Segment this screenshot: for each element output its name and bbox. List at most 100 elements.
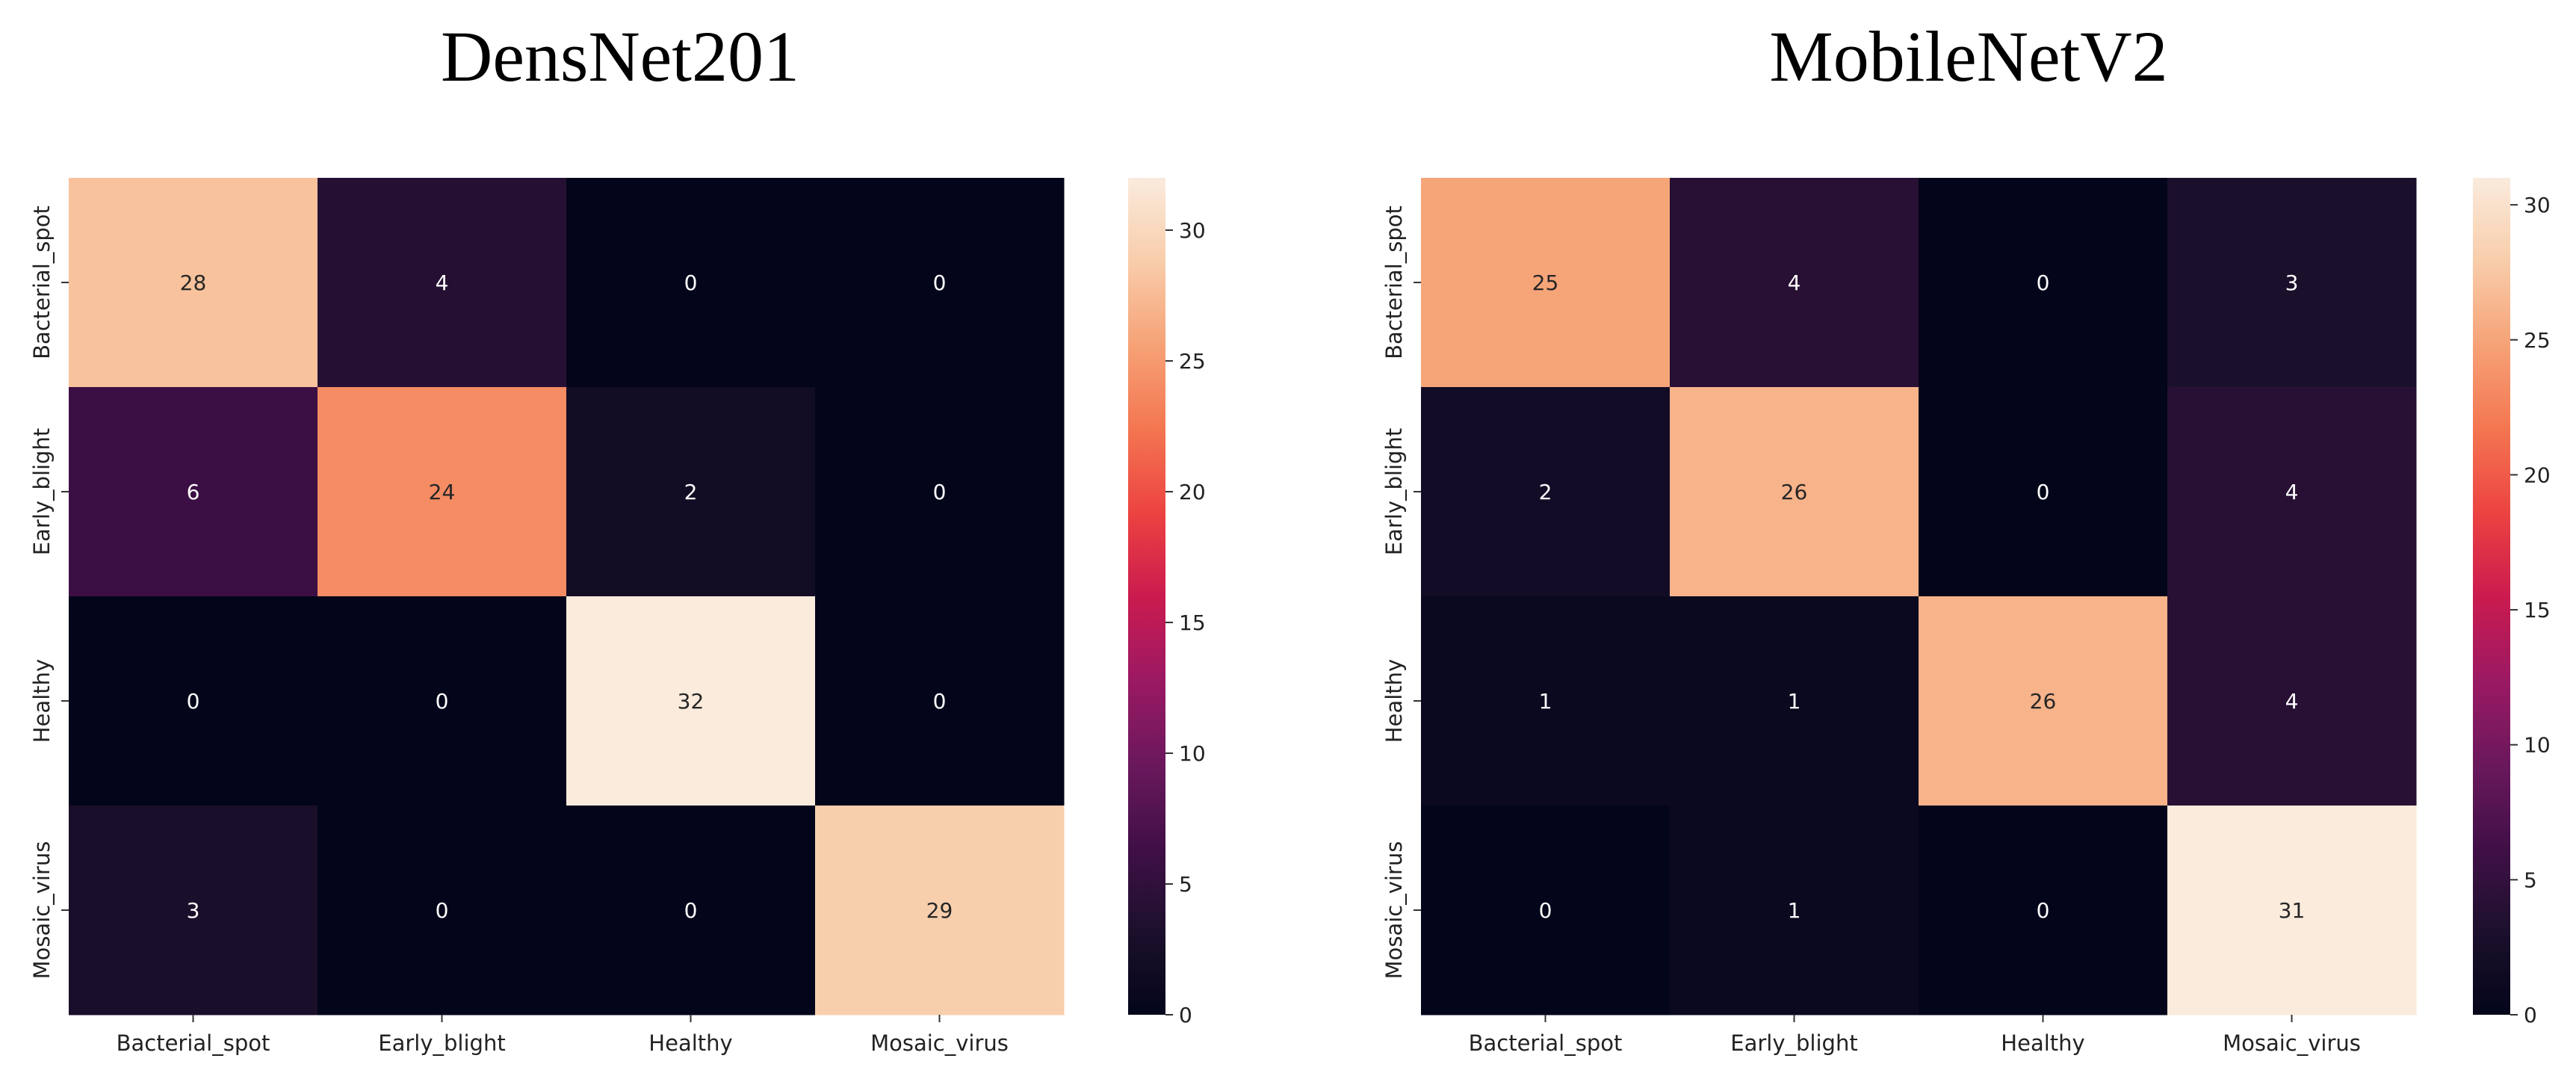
heatmap-cell (815, 596, 1065, 806)
heatmap-cell (566, 596, 816, 806)
colorbar-tick-label: 30 (1179, 218, 1206, 243)
x-tick-label: Early_blight (378, 1030, 505, 1056)
heatmap-cell (69, 178, 318, 388)
cell-value-label: 0 (933, 480, 947, 504)
colorbar-tick-label: 20 (1179, 480, 1206, 504)
x-tick-label: Bacterial_spot (1469, 1030, 1623, 1056)
heatmap-cell (2167, 387, 2417, 597)
heatmap-cell (1421, 596, 1671, 806)
heatmap-cell (1919, 596, 2168, 806)
colorbar-tick-label: 5 (1179, 872, 1192, 897)
heatmap-cell (1919, 806, 2168, 1015)
x-tick-label: Mosaic_virus (870, 1030, 1009, 1056)
cell-value-label: 4 (2285, 480, 2299, 504)
cell-value-label: 2 (1539, 480, 1552, 504)
cell-value-label: 0 (187, 689, 200, 714)
heatmap-cell (566, 387, 816, 597)
x-tick-label: Healthy (2001, 1030, 2084, 1056)
x-tick-label: Early_blight (1730, 1030, 1857, 1056)
colorbar-tick-label: 30 (2524, 193, 2551, 217)
cell-value-label: 26 (2030, 689, 2057, 714)
y-tick-label: Bacterial_spot (1381, 205, 1407, 359)
heatmap-cell (2167, 806, 2417, 1015)
heatmap-cell (69, 596, 318, 806)
colorbar (1128, 178, 1165, 1015)
cell-value-label: 3 (2285, 270, 2299, 295)
heatmap-cell (1670, 178, 1919, 388)
heatmap-cell (1421, 387, 1671, 597)
cell-value-label: 0 (684, 270, 698, 295)
cell-value-label: 0 (436, 898, 449, 923)
y-tick-label: Mosaic_virus (1381, 841, 1407, 980)
heatmap-cell (2167, 596, 2417, 806)
cell-value-label: 0 (1539, 898, 1552, 923)
colorbar-tick-label: 25 (2524, 328, 2551, 353)
colorbar (2473, 178, 2510, 1015)
cell-value-label: 4 (1788, 270, 1801, 295)
cell-value-label: 0 (684, 898, 698, 923)
cell-value-label: 2 (684, 480, 698, 504)
cell-value-label: 24 (429, 480, 456, 504)
cell-value-label: 4 (436, 270, 449, 295)
heatmap-cell (2167, 178, 2417, 388)
cell-value-label: 28 (180, 270, 207, 295)
y-tick-label: Bacterial_spot (29, 205, 55, 359)
heatmap-cell (318, 596, 567, 806)
heatmap-cell (566, 178, 816, 388)
colorbar-tick-label: 5 (2524, 868, 2537, 892)
heatmap-cell (1670, 387, 1919, 597)
heatmap-cell (566, 806, 816, 1015)
chart-title-mobilenetv2: MobileNetV2 (1769, 16, 2168, 96)
heatmap-cell (318, 178, 567, 388)
heatmap-cell (69, 387, 318, 597)
cell-value-label: 3 (187, 898, 200, 923)
y-tick-label: Early_blight (29, 428, 55, 555)
heatmap-cell (1670, 806, 1919, 1015)
cell-value-label: 6 (187, 480, 200, 504)
cell-value-label: 0 (2037, 480, 2050, 504)
cell-value-label: 1 (1788, 689, 1801, 714)
heatmap-cell (1670, 596, 1919, 806)
cell-value-label: 1 (1539, 689, 1552, 714)
cell-value-label: 0 (2037, 270, 2050, 295)
cell-value-label: 31 (2279, 898, 2306, 923)
colorbar-tick-label: 0 (2524, 1003, 2537, 1027)
cell-value-label: 0 (933, 689, 947, 714)
heatmap-cell (815, 178, 1065, 388)
colorbar-tick-label: 15 (2524, 598, 2551, 622)
heatmap-cell (1421, 178, 1671, 388)
cell-value-label: 1 (1788, 898, 1801, 923)
heatmap-cell (69, 806, 318, 1015)
cell-value-label: 29 (926, 898, 953, 923)
x-tick-label: Bacterial_spot (117, 1030, 270, 1056)
colorbar-tick-label: 0 (1179, 1003, 1192, 1027)
heatmap-cell (1421, 806, 1671, 1015)
cell-value-label: 26 (1781, 480, 1808, 504)
colorbar-tick-label: 25 (1179, 349, 1206, 374)
chart-title-densenet201: DensNet201 (441, 16, 799, 96)
colorbar-tick-label: 20 (2524, 463, 2551, 487)
heatmap-cell (815, 806, 1065, 1015)
y-tick-label: Early_blight (1381, 428, 1407, 555)
cell-value-label: 32 (678, 689, 705, 714)
x-tick-label: Mosaic_virus (2223, 1030, 2361, 1056)
y-tick-label: Healthy (1381, 659, 1407, 743)
cell-value-label: 0 (933, 270, 947, 295)
cell-value-label: 4 (2285, 689, 2299, 714)
heatmap-cell (1919, 387, 2168, 597)
heatmap-cell (1919, 178, 2168, 388)
cell-value-label: 0 (2037, 898, 2050, 923)
cell-value-label: 0 (436, 689, 449, 714)
y-tick-label: Mosaic_virus (29, 841, 55, 980)
heatmap-cell (815, 387, 1065, 597)
cell-value-label: 25 (1532, 270, 1559, 295)
x-tick-label: Healthy (648, 1030, 732, 1056)
heatmap-cell (318, 806, 567, 1015)
heatmap-cell (318, 387, 567, 597)
y-tick-label: Healthy (29, 659, 55, 743)
colorbar-tick-label: 10 (2524, 733, 2551, 758)
colorbar-tick-label: 15 (1179, 610, 1206, 635)
